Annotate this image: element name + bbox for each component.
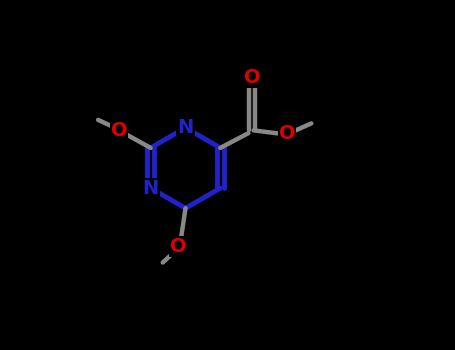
Text: O: O: [111, 121, 127, 140]
Text: O: O: [170, 237, 187, 256]
Text: O: O: [243, 68, 260, 88]
Text: N: N: [142, 178, 159, 198]
Text: O: O: [278, 124, 295, 144]
Text: N: N: [177, 118, 194, 137]
